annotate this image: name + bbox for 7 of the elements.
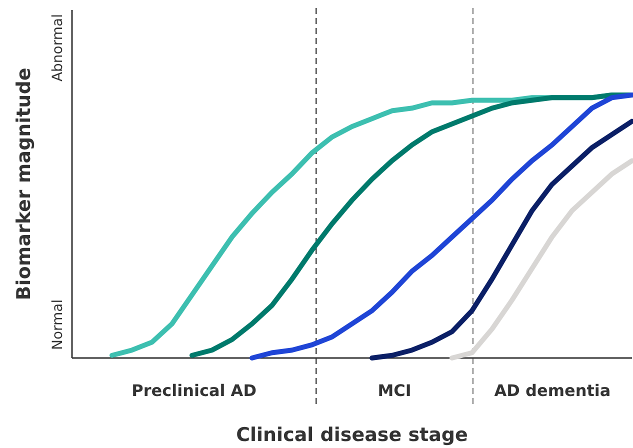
text: Abnormal: [50, 14, 66, 82]
y-axis-title: Biomarker magnitude: [13, 68, 35, 300]
x-axis-title: Clinical disease stage: [236, 424, 468, 446]
text: AD dementia: [494, 381, 611, 400]
text: Normal: [50, 299, 66, 350]
text: MCI: [378, 381, 412, 400]
text: Preclinical AD: [132, 381, 256, 400]
